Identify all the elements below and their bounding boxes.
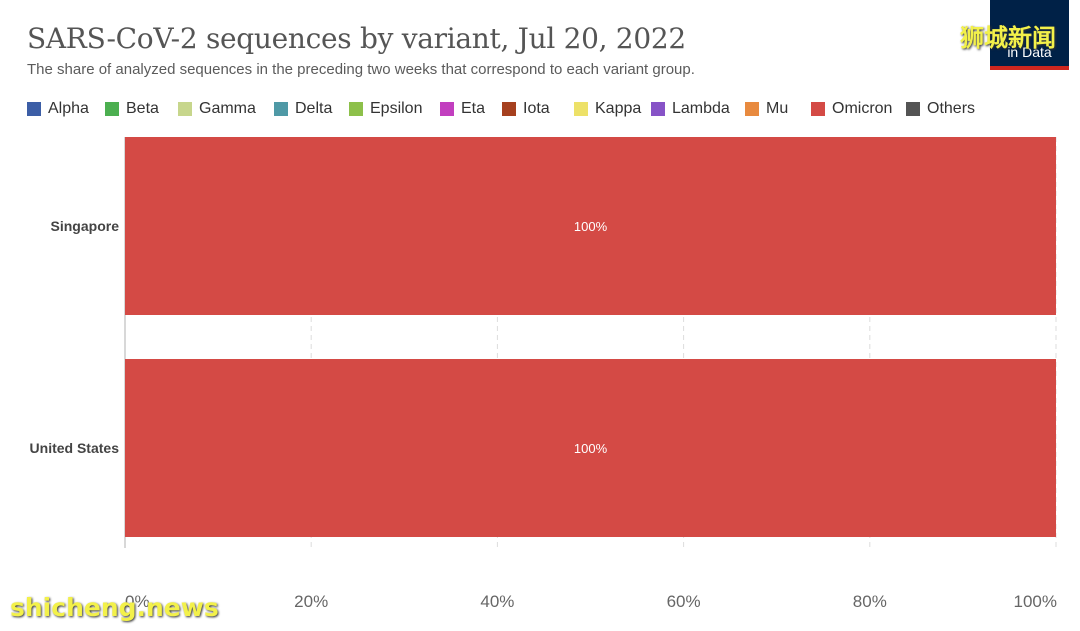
- legend-label: Beta: [126, 100, 159, 117]
- legend-item-delta[interactable]: Delta: [274, 100, 332, 118]
- legend-item-omicron[interactable]: Omicron: [811, 100, 892, 118]
- watermark-bottom: shicheng.news: [10, 593, 219, 622]
- bar-value-label: 100%: [574, 219, 608, 234]
- logo-line-2: in Data: [1007, 44, 1052, 60]
- category-label: United States: [30, 440, 120, 456]
- legend-item-epsilon[interactable]: Epsilon: [349, 100, 422, 118]
- legend-swatch: [274, 102, 288, 116]
- legend-swatch: [745, 102, 759, 116]
- legend-swatch: [811, 102, 825, 116]
- legend-label: Alpha: [48, 100, 89, 117]
- chart-title: SARS-CoV-2 sequences by variant, Jul 20,…: [27, 22, 686, 55]
- legend-item-iota[interactable]: Iota: [502, 100, 550, 118]
- legend-label: Iota: [523, 100, 550, 117]
- category-label: Singapore: [51, 218, 120, 234]
- chart-subtitle: The share of analyzed sequences in the p…: [27, 61, 695, 78]
- legend-label: Eta: [461, 100, 486, 117]
- legend-item-others[interactable]: Others: [906, 100, 975, 118]
- legend-item-beta[interactable]: Beta: [105, 100, 159, 118]
- legend-label: Epsilon: [370, 100, 423, 117]
- legend-swatch: [178, 102, 192, 116]
- x-tick-label: 100%: [1014, 592, 1057, 611]
- legend-swatch: [906, 102, 920, 116]
- legend-item-kappa[interactable]: Kappa: [574, 100, 641, 118]
- legend-item-lambda[interactable]: Lambda: [651, 100, 730, 118]
- x-tick-label: 40%: [480, 592, 514, 611]
- legend-item-mu[interactable]: Mu: [745, 100, 788, 118]
- legend-label: Mu: [766, 100, 789, 117]
- legend-label: Gamma: [199, 100, 256, 117]
- legend-item-eta[interactable]: Eta: [440, 100, 485, 118]
- x-tick-label: 80%: [853, 592, 887, 611]
- x-tick-label: 0%: [125, 592, 150, 611]
- legend-label: Omicron: [832, 100, 893, 117]
- legend-swatch: [502, 102, 516, 116]
- legend-swatch: [349, 102, 363, 116]
- x-tick-label: 60%: [667, 592, 701, 611]
- legend-swatch: [105, 102, 119, 116]
- owid-logo[interactable]: in Data: [990, 0, 1069, 70]
- legend: Alpha Beta Gamma Delta Epsilon Eta Iota Kappa La…: [27, 100, 1027, 120]
- legend-swatch: [574, 102, 588, 116]
- legend-item-alpha[interactable]: Alpha: [27, 100, 89, 118]
- legend-swatch: [440, 102, 454, 116]
- legend-label: Lambda: [672, 100, 730, 117]
- watermark-top: 狮城新闻: [960, 24, 1056, 52]
- legend-item-gamma[interactable]: Gamma: [178, 100, 256, 118]
- bar-omicron-united-states: [125, 359, 1056, 537]
- bar-value-label: 100%: [574, 441, 608, 456]
- legend-swatch: [651, 102, 665, 116]
- x-tick-label: 20%: [294, 592, 328, 611]
- legend-label: Delta: [295, 100, 333, 117]
- legend-label: Kappa: [595, 100, 642, 117]
- legend-swatch: [27, 102, 41, 116]
- bar-omicron-singapore: [125, 137, 1056, 315]
- legend-label: Others: [927, 100, 976, 117]
